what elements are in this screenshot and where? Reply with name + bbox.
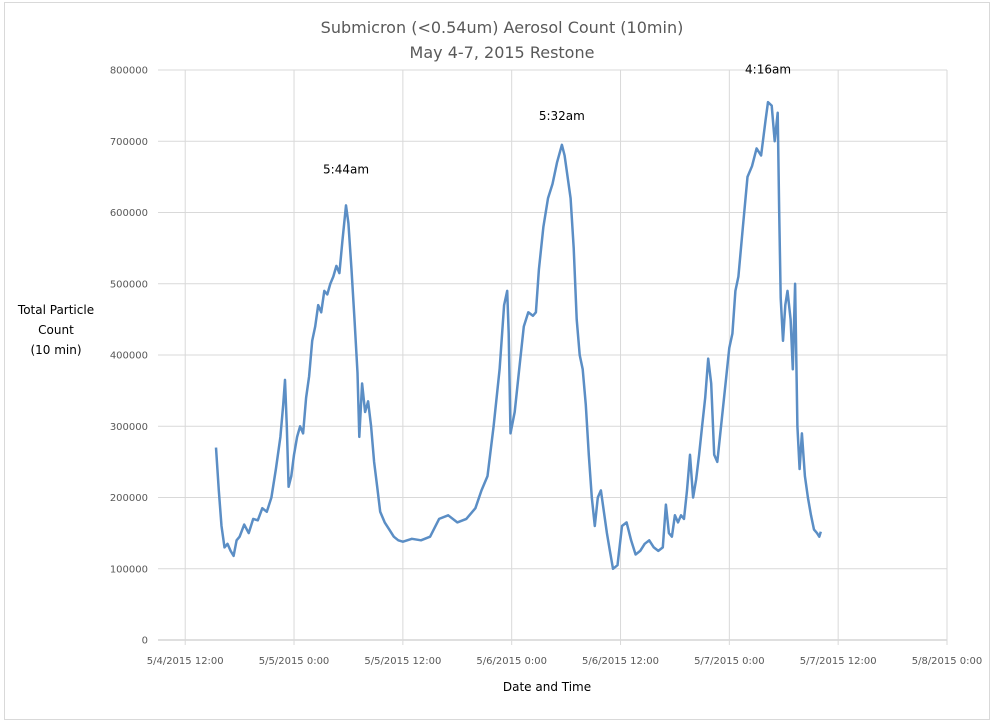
x-tick-label: 5/8/2015 0:00 xyxy=(912,656,983,667)
y-axis-label-line-1: Total Particle xyxy=(17,303,94,317)
series-layer xyxy=(214,100,822,571)
series-line xyxy=(214,100,822,571)
y-tick-label: 500000 xyxy=(110,279,148,290)
y-axis-label-line-2: Count xyxy=(38,323,74,337)
x-tick-label: 5/4/2015 12:00 xyxy=(147,656,224,667)
y-tick-label: 600000 xyxy=(110,208,148,219)
chart-frame: 0 100000 200000 300000 400000 500000 600000 700… xyxy=(4,2,990,720)
chart-subtitle: May 4-7, 2015 Restone xyxy=(410,43,595,62)
x-axis-label: Date and Time xyxy=(503,680,591,694)
y-axis-label-line-3: (10 min) xyxy=(30,343,81,357)
x-tick-label: 5/7/2015 0:00 xyxy=(694,656,765,667)
x-tick-label: 5/5/2015 12:00 xyxy=(364,656,441,667)
peak-time-annotation: 4:16am xyxy=(745,63,791,77)
gridlines xyxy=(158,69,948,645)
peak-time-annotation: 5:32am xyxy=(539,109,585,123)
x-tick-label: 5/6/2015 12:00 xyxy=(582,656,659,667)
x-tick-label: 5/5/2015 0:00 xyxy=(259,656,330,667)
y-tick-label: 400000 xyxy=(110,351,148,362)
x-tick-label: 5/7/2015 12:00 xyxy=(800,656,877,667)
y-tick-label: 300000 xyxy=(110,422,148,433)
annotations: 5:44am 5:32am 4:16am xyxy=(323,63,791,177)
line-chart: 0 100000 200000 300000 400000 500000 600000 700… xyxy=(17,18,982,694)
x-tick-label: 5/6/2015 0:00 xyxy=(476,656,547,667)
y-tick-label: 200000 xyxy=(110,493,148,504)
y-tick-label: 0 xyxy=(142,636,148,647)
chart-title: Submicron (<0.54um) Aerosol Count (10min… xyxy=(321,18,684,37)
peak-time-annotation: 5:44am xyxy=(323,162,369,176)
tick-labels: 0 100000 200000 300000 400000 500000 600000 700… xyxy=(110,66,982,668)
y-tick-label: 700000 xyxy=(110,137,148,148)
y-tick-label: 100000 xyxy=(110,564,148,575)
y-tick-label: 800000 xyxy=(110,66,148,77)
